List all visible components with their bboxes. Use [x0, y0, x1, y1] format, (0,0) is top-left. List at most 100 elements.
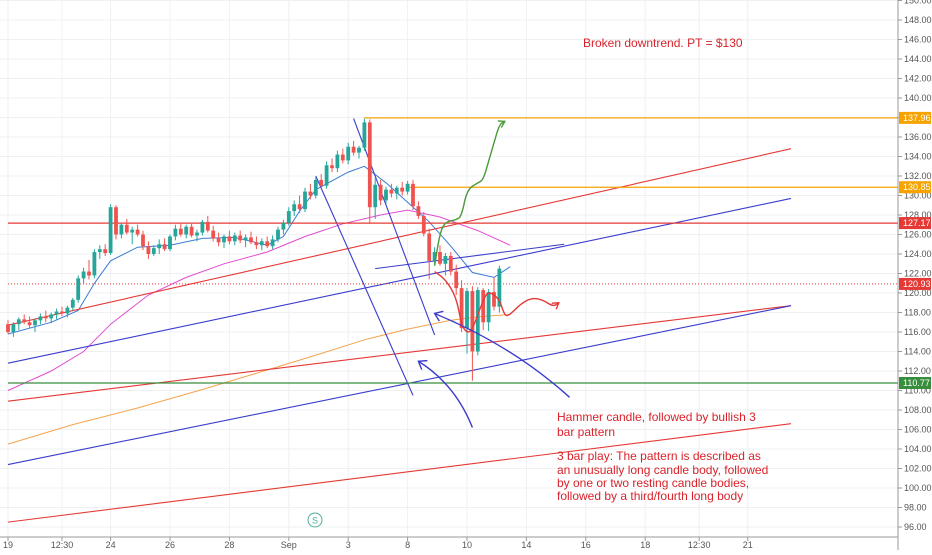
candle-body — [276, 229, 280, 240]
candle-body — [465, 291, 469, 329]
candle — [481, 288, 486, 331]
y-tick-label: 146.00 — [904, 35, 932, 45]
candle-body — [60, 311, 64, 314]
y-tick-label: 110.00 — [904, 386, 931, 396]
candle — [178, 222, 183, 237]
candle — [151, 245, 156, 256]
annotation-arrow — [434, 312, 571, 398]
candle-body — [92, 252, 97, 276]
candle-body — [49, 314, 54, 319]
candle-body — [227, 236, 232, 242]
candle-body — [470, 291, 475, 352]
candle-body — [427, 233, 432, 261]
price-tag: 120.93 — [899, 277, 931, 290]
candle — [70, 297, 75, 311]
y-tick-label: 124.00 — [904, 249, 932, 259]
price-tag-bg — [899, 217, 931, 230]
price-tag: 130.85 — [899, 181, 931, 194]
trendline — [7, 148, 792, 326]
candle-body — [394, 187, 399, 194]
price-tag: 127.17 — [899, 217, 931, 230]
candle — [389, 183, 394, 198]
candle-body — [27, 322, 32, 326]
candle-body — [313, 179, 318, 196]
candle — [405, 180, 410, 195]
candle — [200, 219, 205, 236]
y-tick-label: 102.00 — [904, 464, 932, 474]
candle-body — [22, 319, 27, 323]
price-tag-label: 127.17 — [903, 218, 931, 228]
candle — [243, 234, 248, 248]
candle-body — [454, 271, 459, 289]
candle-body — [168, 236, 172, 250]
candle — [292, 200, 297, 216]
candle-body — [324, 165, 329, 186]
candle — [135, 224, 140, 237]
candle — [470, 286, 475, 381]
candle — [438, 245, 442, 266]
candle-body — [119, 224, 124, 235]
candle — [124, 218, 129, 235]
x-tick-label: 12:30 — [688, 540, 711, 550]
candle — [54, 308, 59, 320]
candle — [114, 205, 118, 240]
x-tick-label: 19 — [3, 540, 13, 550]
candle-body — [162, 244, 167, 250]
candle — [303, 187, 307, 213]
candle — [173, 224, 178, 241]
y-tick-label: 140.00 — [904, 93, 932, 103]
candle-body — [54, 311, 59, 315]
annotation-arrow-head — [433, 310, 444, 322]
candle — [146, 241, 151, 259]
y-tick-label: 148.00 — [904, 15, 932, 25]
price-tags: 137.96 130.85 127.17 120.93 110.77 — [899, 111, 931, 389]
candle — [189, 223, 194, 238]
x-tick-label: 18 — [640, 540, 650, 550]
annotation-3bar-line1: 3 bar play: The pattern is described as — [557, 449, 761, 463]
y-tick-label: 116.00 — [904, 327, 931, 337]
y-tick-label: 98.00 — [904, 503, 927, 513]
candle-body — [448, 255, 453, 272]
annotation-arrow-head — [417, 359, 428, 370]
candle — [33, 318, 37, 332]
y-tick-label: 112.00 — [904, 366, 931, 376]
annotation-arrow — [418, 360, 474, 428]
price-tag-bg — [899, 277, 931, 290]
candle-body — [351, 146, 356, 153]
candle — [313, 176, 318, 199]
candle-body — [400, 187, 405, 192]
candles — [6, 118, 502, 381]
moving-average-line — [7, 209, 511, 391]
candle — [184, 224, 189, 239]
candle-body — [384, 189, 388, 201]
candle-body — [297, 204, 302, 210]
candle — [81, 267, 86, 284]
y-tick-label: 118.00 — [904, 308, 931, 318]
candle-body — [114, 207, 118, 235]
candle — [162, 238, 167, 252]
candle-body — [411, 183, 415, 207]
candle-body — [265, 241, 270, 247]
candle — [281, 219, 286, 235]
candle-body — [87, 271, 91, 276]
candle-body — [211, 230, 216, 239]
candle — [346, 142, 351, 165]
trendline — [7, 305, 792, 466]
candle-body — [130, 229, 135, 233]
candle — [232, 232, 237, 246]
candle-body — [70, 299, 75, 308]
candle-body — [135, 229, 140, 235]
candle — [108, 204, 113, 255]
x-tick-label: 24 — [106, 540, 116, 550]
y-tick-label: 126.00 — [904, 230, 932, 240]
x-tick-label: 28 — [224, 540, 234, 550]
candle-body — [146, 246, 151, 254]
candle-body — [184, 226, 189, 235]
x-tick-label: 10 — [462, 540, 472, 550]
candle — [6, 320, 10, 334]
candle — [308, 183, 313, 200]
bearish-projection — [434, 270, 560, 333]
symbol-badge[interactable]: S — [307, 512, 323, 528]
trendline — [375, 243, 565, 270]
